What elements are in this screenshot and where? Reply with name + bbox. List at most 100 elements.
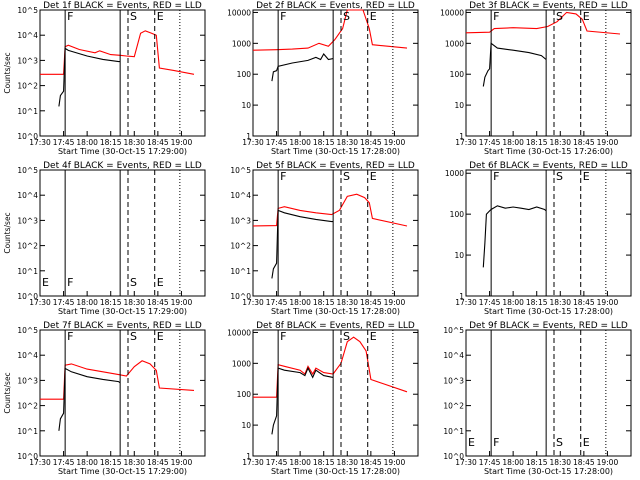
x-tick-label: 18:30 (549, 298, 571, 307)
y-tick-label: 10^5 (17, 6, 38, 15)
y-tick-label: 10^1 (17, 427, 38, 436)
marker-label: F (493, 170, 499, 183)
x-tick-label: 18:00 (76, 458, 98, 467)
y-tick-label: 10^0 (17, 132, 38, 141)
x-tick-label: 19:00 (597, 458, 619, 467)
marker-label: S (556, 10, 563, 23)
marker-label: E (157, 330, 164, 343)
y-tick-label: 10^0 (443, 452, 464, 461)
x-axis-label: Start Time (30-Oct-15 17:29:00) (58, 467, 187, 476)
marker-label: F (67, 276, 73, 289)
x-tick-label: 17:45 (479, 458, 501, 467)
x-tick-label: 17:30 (455, 298, 477, 307)
x-axis-label: Start Time (30-Oct-15 17:28:00) (484, 467, 613, 476)
chart-panel-6: Det 6f BLACK = Events, RED = LLD 1 10 100 10… (445, 161, 632, 316)
y-tick-label: 10^5 (17, 166, 38, 175)
y-tick-label: 1000 (445, 169, 464, 178)
x-tick-label: 19:00 (597, 138, 619, 147)
marker-label: F (67, 330, 73, 343)
y-axis-label: Counts/sec (3, 372, 12, 413)
x-tick-label: 17:30 (29, 458, 51, 467)
y-tick-label: 10^1 (17, 107, 38, 116)
y-tick-label: 1000 (445, 39, 464, 48)
y-tick-label: 10 (454, 251, 464, 260)
y-tick-label: 10^2 (230, 242, 251, 251)
chart-panel-5: Det 5f BLACK = Events, RED = LLD 10^0 10^1… (230, 161, 419, 316)
chart-panel-9: Det 9f BLACK = Events, RED = LLD 10^0 10^1… (443, 321, 632, 476)
y-tick-label: 10^5 (443, 326, 464, 335)
x-tick-label: 17:45 (266, 458, 288, 467)
y-tick-label: 10^5 (230, 166, 251, 175)
marker-label: S (343, 330, 350, 343)
y-tick-label: 10^1 (443, 427, 464, 436)
marker-label: E (42, 276, 49, 289)
x-tick-label: 17:45 (53, 298, 75, 307)
x-tick-label: 18:15 (313, 298, 335, 307)
marker-label: F (493, 10, 499, 23)
x-axis-label: Start Time (30-Oct-15 17:29:00) (58, 147, 187, 156)
marker-label: E (370, 330, 377, 343)
y-tick-label: 10^2 (17, 402, 38, 411)
chart-title: Det 3f BLACK = Events, RED = LLD (469, 1, 628, 11)
series-line-red (40, 30, 195, 75)
y-tick-label: 1 (459, 132, 464, 141)
marker-label: E (468, 436, 475, 449)
x-tick-label: 18:30 (336, 138, 358, 147)
x-tick-label: 18:00 (502, 138, 524, 147)
x-tick-label: 18:30 (549, 138, 571, 147)
plot-frame (465, 169, 632, 297)
marker-label: S (130, 330, 137, 343)
y-tick-label: 10^2 (17, 242, 38, 251)
x-tick-label: 18:15 (313, 458, 335, 467)
series-line-black (271, 53, 334, 82)
y-tick-label: 1000 (232, 39, 251, 48)
x-tick-label: 19:00 (171, 298, 193, 307)
x-tick-label: 17:45 (266, 298, 288, 307)
marker-label: F (493, 436, 499, 449)
x-tick-label: 17:45 (53, 138, 75, 147)
series-line-black (271, 209, 334, 279)
y-tick-label: 10000 (227, 8, 251, 17)
chart-title: Det 5f BLACK = Events, RED = LLD (256, 161, 415, 171)
x-tick-label: 19:00 (384, 458, 406, 467)
y-axis-label: Counts/sec (3, 52, 12, 93)
y-tick-label: 1 (246, 132, 251, 141)
x-tick-label: 17:30 (242, 138, 264, 147)
x-axis-label: Start Time (30-Oct-15 17:28:00) (271, 147, 400, 156)
plot-frame (465, 9, 632, 137)
y-tick-label: 10^3 (443, 376, 464, 385)
y-tick-label: 100 (237, 70, 252, 79)
y-tick-label: 10^5 (17, 326, 38, 335)
x-tick-label: 18:00 (76, 298, 98, 307)
y-tick-label: 10^3 (17, 216, 38, 225)
y-tick-label: 10 (454, 101, 464, 110)
x-axis-label: Start Time (30-Oct-15 17:28:00) (271, 467, 400, 476)
plot-frame (252, 9, 419, 137)
marker-label: S (130, 276, 137, 289)
x-tick-label: 18:30 (123, 138, 145, 147)
marker-label: E (583, 436, 590, 449)
y-tick-label: 10^0 (230, 292, 251, 301)
x-tick-label: 18:00 (289, 458, 311, 467)
x-tick-label: 17:30 (455, 458, 477, 467)
marker-label: E (157, 10, 164, 23)
chart-panel-7: Det 7f BLACK = Events, RED = LLD 10^0 10^1… (3, 321, 206, 476)
y-tick-label: 10^3 (17, 56, 38, 65)
x-tick-label: 18:00 (502, 458, 524, 467)
x-tick-label: 17:30 (242, 458, 264, 467)
y-tick-label: 10000 (227, 328, 251, 337)
x-tick-label: 19:00 (171, 138, 193, 147)
y-tick-label: 10^3 (17, 376, 38, 385)
y-tick-label: 1000 (232, 359, 251, 368)
y-tick-label: 100 (237, 390, 252, 399)
series-line-red (40, 360, 195, 400)
plot-frame (252, 329, 419, 457)
x-tick-label: 19:00 (384, 298, 406, 307)
x-tick-label: 18:45 (147, 298, 169, 307)
marker-label: F (67, 10, 73, 23)
y-tick-label: 10^2 (443, 402, 464, 411)
y-tick-label: 10 (241, 101, 251, 110)
series-line-black (58, 367, 121, 431)
